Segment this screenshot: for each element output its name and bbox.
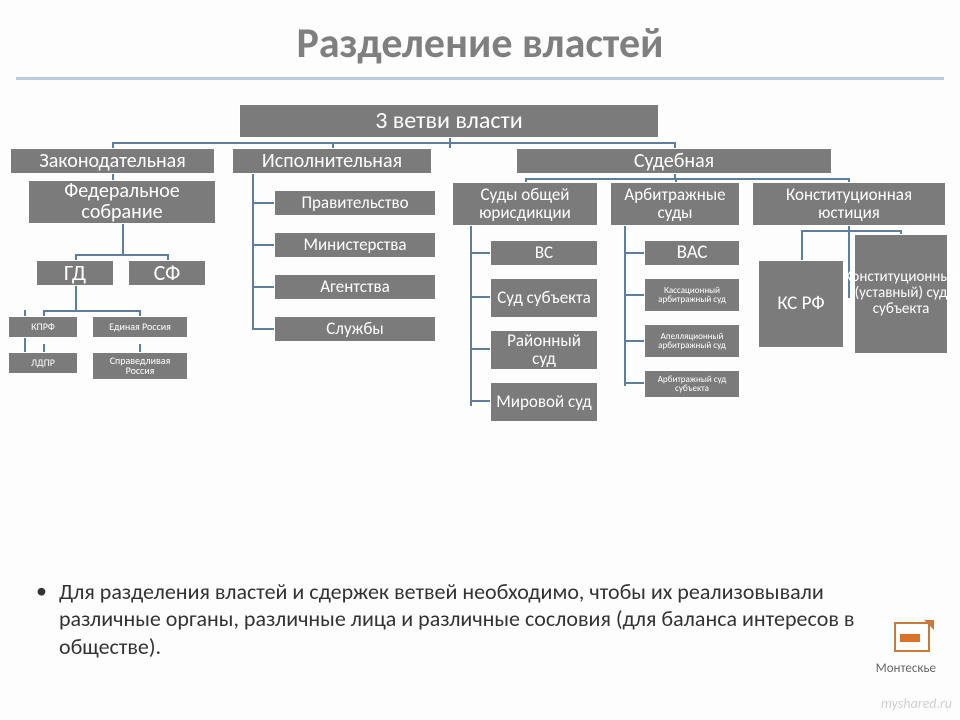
node-rayon: Районный суд [490, 330, 598, 370]
node-kprf: КПРФ [8, 316, 78, 338]
node-vas: ВАС [644, 240, 740, 266]
node-gov: Правительство [274, 190, 436, 216]
edge [252, 244, 274, 246]
edge [112, 142, 674, 144]
watermark: myshared.ru [881, 695, 952, 712]
edge [525, 178, 849, 180]
page-title: Разделение властей [16, 0, 944, 80]
node-serv: Службы [274, 316, 436, 342]
bullet-dot: • [36, 578, 47, 604]
node-sf: СФ [128, 260, 206, 286]
edge [801, 230, 901, 232]
node-gd: ГД [36, 260, 114, 286]
node-arb: Арбитражные суды [610, 182, 740, 226]
node-root: 3 ветви власти [239, 104, 659, 138]
edge [122, 224, 124, 254]
node-sr: Справедливая Россия [92, 352, 188, 380]
node-kass: Кассационный арбитражный суд [644, 278, 740, 312]
edge [624, 226, 626, 386]
edge [75, 286, 77, 310]
node-leg: Законодательная [10, 148, 215, 174]
edge [470, 252, 490, 254]
edge [801, 230, 803, 260]
powerpoint-icon [894, 618, 936, 658]
edge [75, 254, 169, 256]
bullet-text: Для разделения властей и сдержек ветвей … [59, 578, 930, 661]
node-jud: Судебная [516, 148, 832, 174]
edge [624, 294, 644, 296]
edge [43, 310, 141, 312]
edge [470, 400, 490, 402]
node-vs: ВС [490, 240, 598, 266]
edge [252, 328, 274, 330]
edge [139, 344, 141, 352]
node-apel: Апелляционный арбитражный суд [644, 324, 740, 358]
edge [624, 252, 644, 254]
node-fs: Федеральное собрание [28, 180, 216, 224]
node-const: Конституционная юстиция [752, 182, 946, 226]
node-ksrf: КС РФ [758, 260, 844, 348]
edge [470, 348, 490, 350]
edge [252, 286, 274, 288]
node-arbs: Арбитражный суд субъекта [644, 370, 740, 398]
edge [252, 174, 254, 330]
org-chart: 3 ветви власти Законодательная Федеральное… [8, 104, 952, 554]
node-agen: Агентства [274, 274, 436, 300]
node-ksubj: Конституционный (уставный) суд субъекта [854, 234, 948, 354]
bullet-row: • Для разделения властей и сдержек ветве… [36, 578, 930, 661]
node-minis: Министерства [274, 232, 436, 258]
node-ssubj: Суд субъекта [490, 278, 598, 318]
node-exec: Исполнительная [232, 148, 432, 174]
node-er: Единая Россия [92, 316, 188, 338]
edge [624, 382, 644, 384]
credit-text: Монтескье [876, 661, 936, 676]
edge [470, 296, 490, 298]
node-mir: Мировой суд [490, 382, 598, 422]
node-gen: Суды общей юрисдикции [452, 182, 598, 226]
edge [43, 344, 45, 352]
node-ldpr: ЛДПР [8, 352, 78, 374]
edge [624, 340, 644, 342]
edge [252, 202, 274, 204]
